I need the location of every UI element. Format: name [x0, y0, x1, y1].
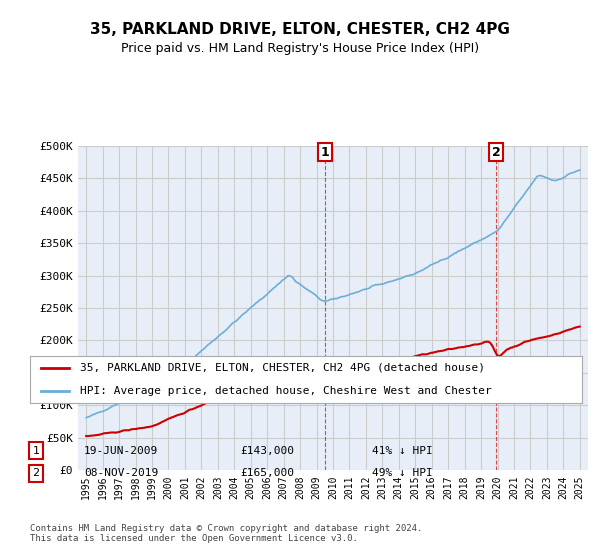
Text: Contains HM Land Registry data © Crown copyright and database right 2024.
This d: Contains HM Land Registry data © Crown c…: [30, 524, 422, 543]
Text: 19-JUN-2009: 19-JUN-2009: [84, 446, 158, 456]
Text: HPI: Average price, detached house, Cheshire West and Chester: HPI: Average price, detached house, Ches…: [80, 386, 491, 396]
Text: £165,000: £165,000: [240, 468, 294, 478]
Text: 35, PARKLAND DRIVE, ELTON, CHESTER, CH2 4PG (detached house): 35, PARKLAND DRIVE, ELTON, CHESTER, CH2 …: [80, 362, 485, 372]
Text: 41% ↓ HPI: 41% ↓ HPI: [372, 446, 433, 456]
Text: 1: 1: [32, 446, 40, 456]
Text: 1: 1: [320, 146, 329, 158]
Text: 49% ↓ HPI: 49% ↓ HPI: [372, 468, 433, 478]
Text: Price paid vs. HM Land Registry's House Price Index (HPI): Price paid vs. HM Land Registry's House …: [121, 42, 479, 55]
Text: 2: 2: [492, 146, 500, 158]
Text: 08-NOV-2019: 08-NOV-2019: [84, 468, 158, 478]
Text: 35, PARKLAND DRIVE, ELTON, CHESTER, CH2 4PG: 35, PARKLAND DRIVE, ELTON, CHESTER, CH2 …: [90, 22, 510, 38]
Text: 2: 2: [32, 468, 40, 478]
Text: £143,000: £143,000: [240, 446, 294, 456]
